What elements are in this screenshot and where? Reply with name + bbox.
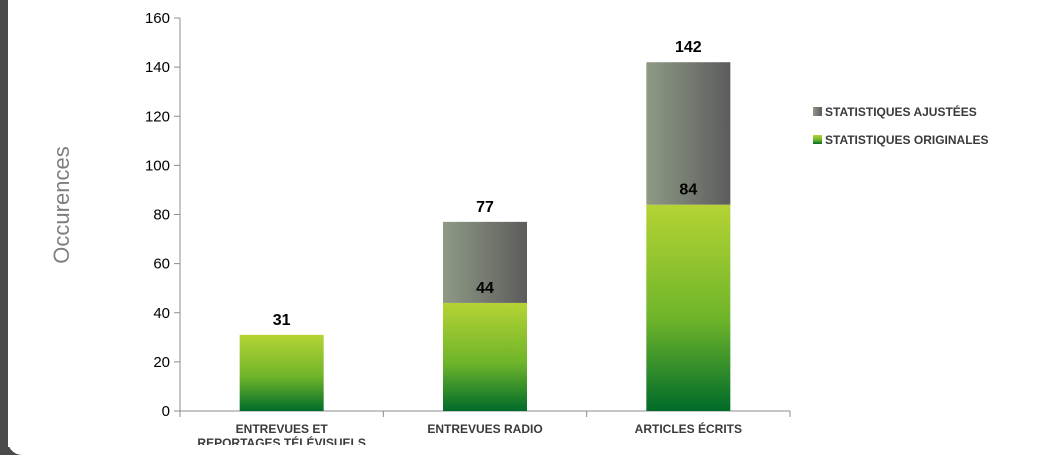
bar-ajustees (646, 62, 731, 205)
legend-swatch (813, 107, 822, 116)
data-label-total: 31 (273, 312, 291, 329)
bar-originales (443, 302, 527, 411)
y-tick-label: 60 (153, 256, 170, 273)
legend: STATISTIQUES AJUSTÉES STATISTIQUES ORIGIN… (813, 104, 989, 147)
data-label-originales: 44 (476, 280, 494, 297)
stacked-bar-chart: Occurences 0 20 40 60 80 100 120 140 160 31 44 77 8… (49, 10, 989, 445)
y-tick-label: 160 (145, 10, 170, 27)
data-label-total: 77 (476, 199, 494, 216)
y-tick-label: 20 (153, 354, 170, 371)
y-tick-label: 0 (162, 403, 170, 420)
x-category-label: REPORTAGES TÉLÉVISUELS (197, 435, 365, 445)
legend-label: STATISTIQUES ORIGINALES (825, 133, 989, 147)
y-tick-label: 120 (145, 108, 170, 125)
x-category-label: ENTREVUES ET (236, 422, 329, 436)
bar-originales (239, 334, 324, 411)
legend-swatch (813, 135, 822, 144)
data-label-total: 142 (675, 39, 702, 56)
y-tick-label: 40 (153, 305, 170, 322)
bar-originales (646, 204, 731, 411)
bars (239, 62, 731, 411)
y-tick-label: 100 (145, 157, 170, 174)
legend-label: STATISTIQUES AJUSTÉES (825, 104, 977, 119)
axes: 0 20 40 60 80 100 120 140 160 (145, 10, 791, 420)
x-category-label: ENTREVUES RADIO (427, 422, 542, 436)
y-axis-title: Occurences (49, 146, 74, 263)
x-category-label: ARTICLES ÉCRITS (635, 421, 742, 436)
frame-corner (8, 441, 1053, 455)
y-tick-label: 140 (145, 59, 170, 76)
data-labels: 31 44 77 84 142 (273, 39, 702, 329)
data-label-originales: 84 (679, 182, 697, 199)
y-tick-label: 80 (153, 207, 170, 224)
bar-ajustees (443, 221, 527, 303)
left-frame (0, 0, 8, 455)
